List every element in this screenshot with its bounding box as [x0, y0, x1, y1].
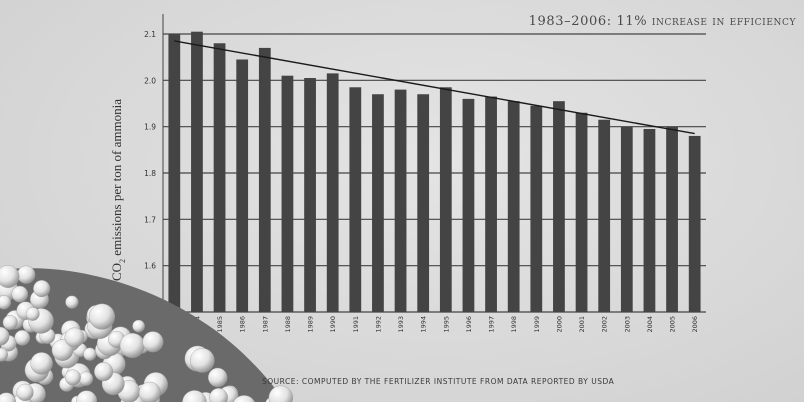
- pellet: [17, 265, 36, 284]
- pellet: [0, 392, 17, 402]
- pellet: [76, 390, 97, 402]
- bar: [349, 87, 362, 313]
- bar: [417, 94, 430, 312]
- x-tick-label: 2003: [623, 316, 631, 333]
- pellet: [33, 280, 51, 298]
- pellet: [268, 385, 293, 402]
- y-tick-label: 1.8: [144, 169, 156, 178]
- bar: [666, 126, 678, 313]
- pellet: [119, 333, 145, 359]
- bar: [439, 87, 452, 313]
- pellet: [51, 339, 74, 361]
- pellet: [142, 331, 164, 353]
- pellet: [14, 329, 31, 346]
- pellet: [94, 362, 114, 382]
- y-tick-label: 1.9: [144, 123, 156, 132]
- pellet: [0, 295, 11, 310]
- x-tick-label: 1998: [510, 316, 518, 333]
- bar: [372, 94, 384, 312]
- bar: [575, 112, 588, 313]
- pellet: [233, 395, 255, 402]
- bar: [598, 119, 611, 312]
- bar: [553, 101, 565, 312]
- bar: [213, 43, 226, 313]
- pellet: [64, 327, 85, 348]
- y-tick-label: 1.7: [144, 215, 156, 224]
- chart-title: 1983–2006: 11% increase in efficiency: [528, 14, 796, 29]
- x-tick-label: 1988: [284, 316, 292, 333]
- x-tick-label: 1996: [465, 316, 473, 333]
- x-tick-label: 1994: [420, 316, 428, 333]
- x-tick-label: 2002: [601, 316, 609, 333]
- bar: [507, 101, 520, 312]
- x-tick-label: 1993: [397, 316, 405, 333]
- pellet: [88, 303, 115, 330]
- pellet: [132, 319, 145, 333]
- bar: [326, 73, 339, 312]
- x-tick-label: 2006: [691, 316, 699, 333]
- x-tick-label: 2005: [669, 316, 677, 333]
- bar: [191, 31, 203, 313]
- pellet: [207, 367, 228, 388]
- pellet: [78, 371, 94, 386]
- bar: [620, 126, 633, 313]
- bar: [304, 78, 316, 313]
- pellet: [2, 315, 18, 331]
- y-tick-label: 2.1: [144, 30, 156, 39]
- source-note: Source: computed by the fertilizer insti…: [262, 377, 615, 386]
- x-tick-label: 2001: [578, 316, 586, 333]
- pellet: [209, 388, 228, 402]
- pellet: [189, 348, 215, 373]
- pellet: [30, 352, 53, 375]
- bar: [530, 105, 543, 312]
- bar: [236, 59, 249, 312]
- bar: [688, 135, 701, 312]
- trend-line: [174, 40, 695, 135]
- bar: [281, 75, 294, 312]
- y-axis-label: CO2 emissions per ton of ammonia: [109, 98, 127, 282]
- bar: [394, 89, 407, 312]
- pellet: [138, 381, 161, 402]
- x-tick-label: 1995: [442, 316, 450, 333]
- pellet: [11, 285, 29, 303]
- x-tick-label: 1997: [488, 316, 496, 333]
- x-tick-label: 2000: [555, 316, 563, 333]
- bar: [258, 47, 271, 313]
- x-tick-label: 1991: [352, 316, 360, 333]
- x-tick-label: 1989: [307, 316, 315, 333]
- y-tick-label: 2.0: [144, 76, 156, 85]
- pellet: [16, 383, 34, 401]
- pellet: [0, 347, 8, 362]
- x-tick-label: 1992: [374, 316, 382, 333]
- bar: [462, 98, 475, 312]
- x-tick-label: 1987: [261, 316, 269, 333]
- bar: [485, 96, 497, 312]
- pellet: [0, 265, 20, 288]
- bar: [168, 34, 181, 312]
- pellet: [0, 326, 10, 346]
- pellet: [25, 306, 40, 321]
- pellet: [83, 347, 97, 361]
- pellet: [65, 295, 79, 309]
- x-tick-label: 1986: [239, 316, 247, 333]
- x-tick-label: 1985: [216, 316, 224, 333]
- y-tick-label: 1.6: [144, 262, 156, 271]
- x-tick-label: 2004: [646, 316, 654, 333]
- x-tick-label: 1990: [329, 316, 337, 333]
- pellet: [182, 390, 207, 402]
- bar: [643, 128, 656, 312]
- x-tick-label: 1999: [533, 316, 541, 333]
- pellet: [64, 369, 81, 386]
